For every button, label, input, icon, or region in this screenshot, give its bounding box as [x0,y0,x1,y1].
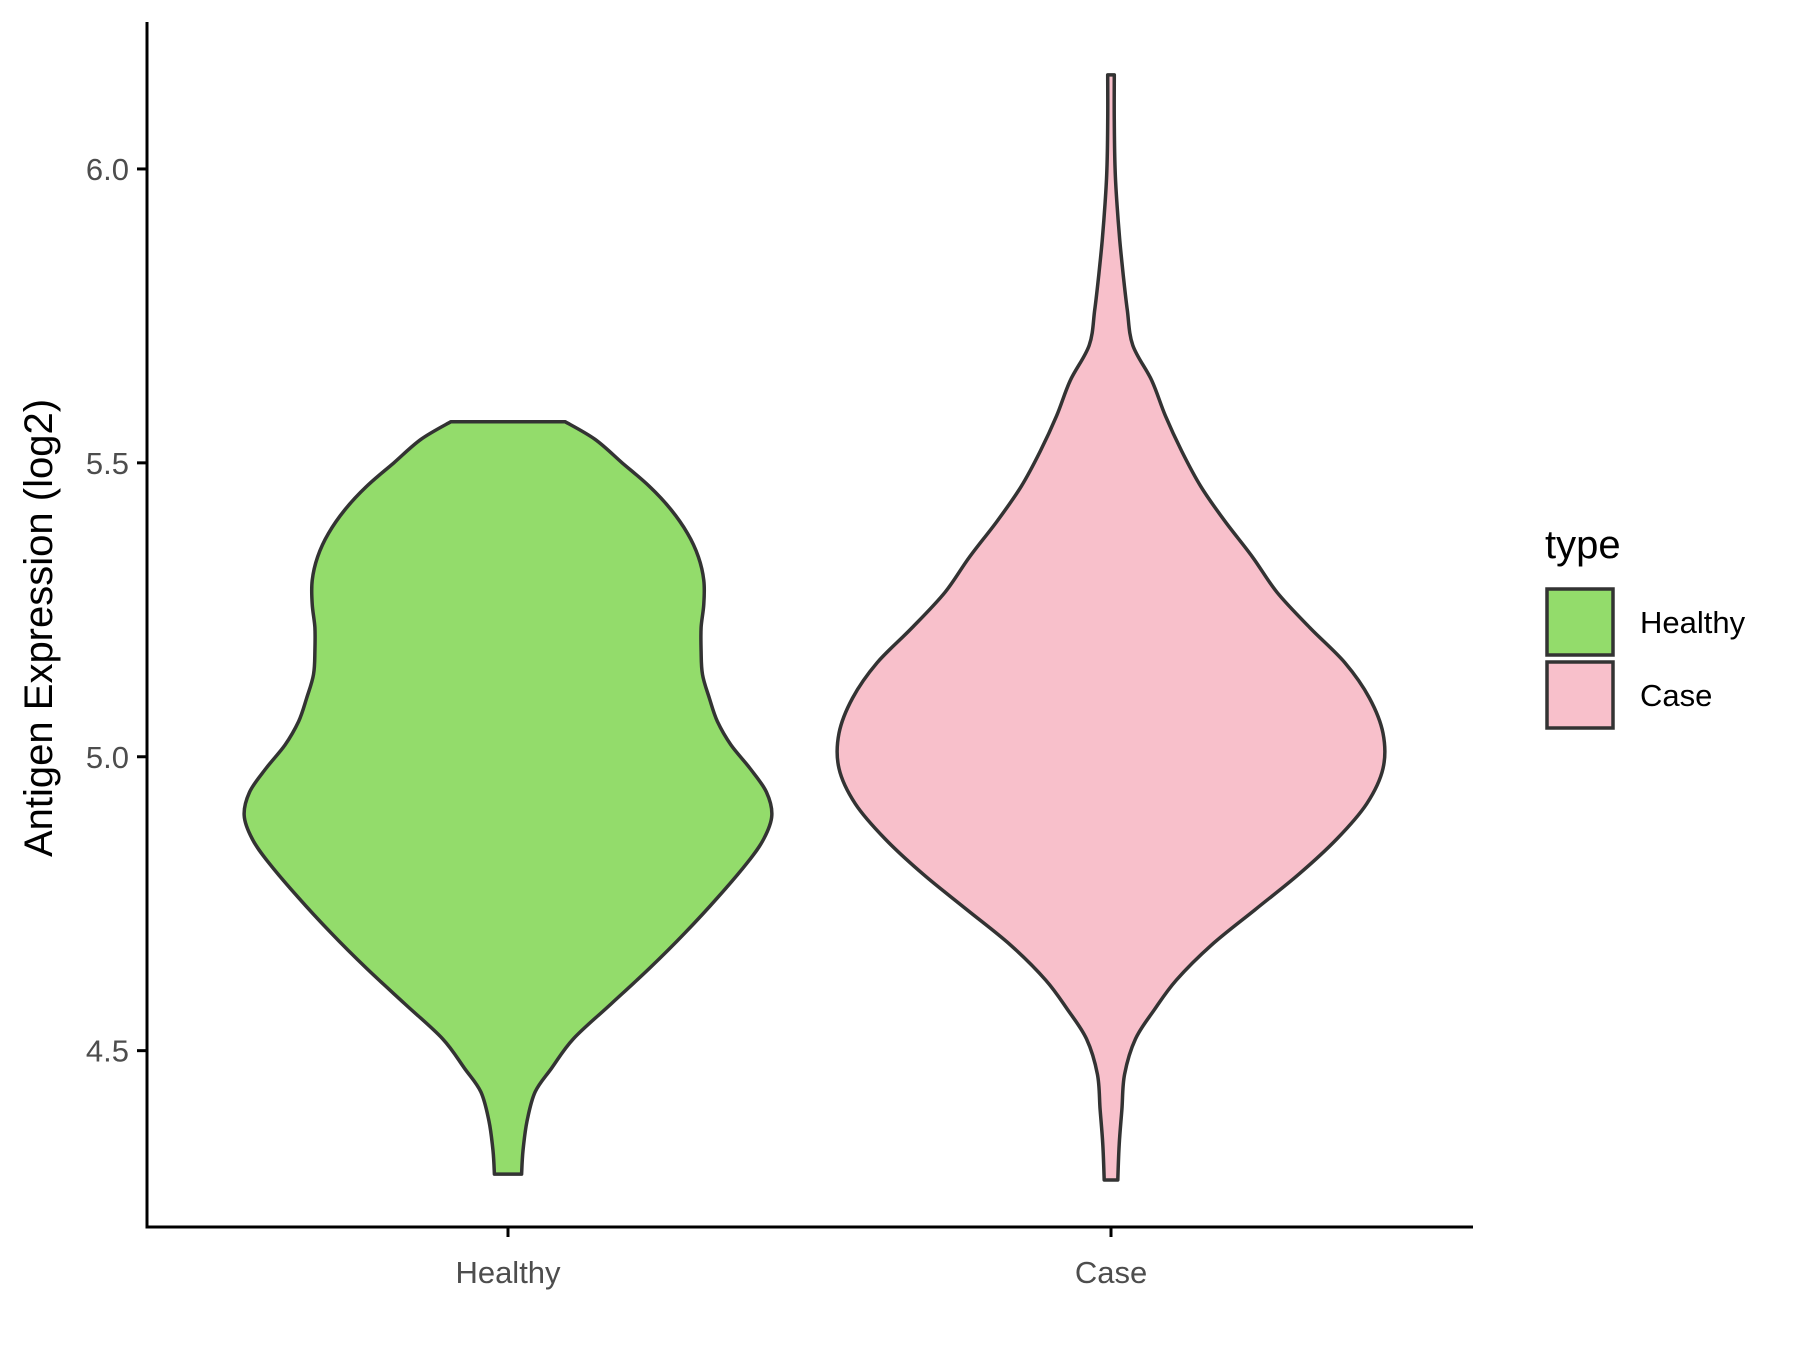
legend-swatch-case [1545,660,1615,730]
y-ticks: 4.5 5.0 5.5 6.0 [86,152,147,1069]
x-ticks: Healthy Case [455,1227,1147,1290]
legend-title: type [1545,523,1621,567]
x-tick-label: Case [1075,1255,1147,1290]
legend-label-case: Case [1640,678,1712,713]
axes: 4.5 5.0 5.5 6.0 Healthy Case [86,22,1473,1290]
y-tick-label: 4.5 [86,1034,129,1069]
legend-label-healthy: Healthy [1640,605,1746,640]
legend-swatch-healthy [1545,587,1615,657]
violin-case [835,73,1387,1182]
violin-healthy [242,419,774,1176]
y-tick-label: 5.0 [86,740,129,775]
y-axis-title: Antigen Expression (log2) [17,399,61,857]
legend: type Healthy Case [1545,523,1746,730]
x-tick-label: Healthy [455,1255,561,1290]
y-tick-label: 6.0 [86,152,129,187]
legend-items: Healthy Case [1545,587,1746,730]
y-tick-label: 5.5 [86,446,129,481]
plot-area [242,73,1387,1182]
